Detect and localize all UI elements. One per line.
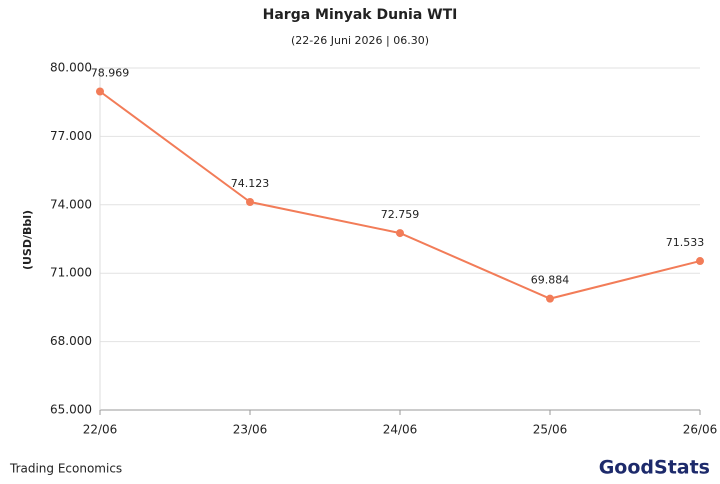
x-tick-label: 26/06 bbox=[683, 423, 718, 437]
point bbox=[396, 229, 404, 238]
chart-subtitle: (22-26 Juni 2026 | 06.30) bbox=[291, 34, 429, 47]
data-label: 69.884 bbox=[531, 274, 570, 287]
data-label: 74.123 bbox=[231, 177, 270, 190]
data-label: 72.759 bbox=[381, 208, 420, 221]
point bbox=[246, 197, 254, 206]
point bbox=[696, 257, 704, 266]
data-label: 71.533 bbox=[666, 236, 705, 249]
x-tick-label: 25/06 bbox=[533, 423, 568, 437]
x-tick-label: 22/06 bbox=[83, 423, 118, 437]
x-tick-label: 23/06 bbox=[233, 423, 268, 437]
line bbox=[99, 90, 701, 300]
y-tick-label: 77.000 bbox=[50, 129, 92, 143]
y-axis-label: (USD/Bbl) bbox=[21, 210, 34, 270]
y-tick-label: 68.000 bbox=[50, 334, 92, 348]
data-label: 78.969 bbox=[91, 67, 130, 80]
logo: GoodStats bbox=[599, 457, 710, 479]
point bbox=[546, 294, 554, 303]
point bbox=[96, 87, 104, 96]
source: Trading Economics bbox=[9, 462, 122, 476]
y-tick-label: 74.000 bbox=[50, 197, 92, 211]
x-tick-label: 24/06 bbox=[383, 423, 418, 437]
y-tick-label: 80.000 bbox=[50, 61, 92, 75]
y-tick-label: 65.000 bbox=[50, 403, 92, 417]
y-tick-label: 71.000 bbox=[50, 266, 92, 280]
chart-title: Harga Minyak Dunia WTI bbox=[263, 7, 458, 23]
